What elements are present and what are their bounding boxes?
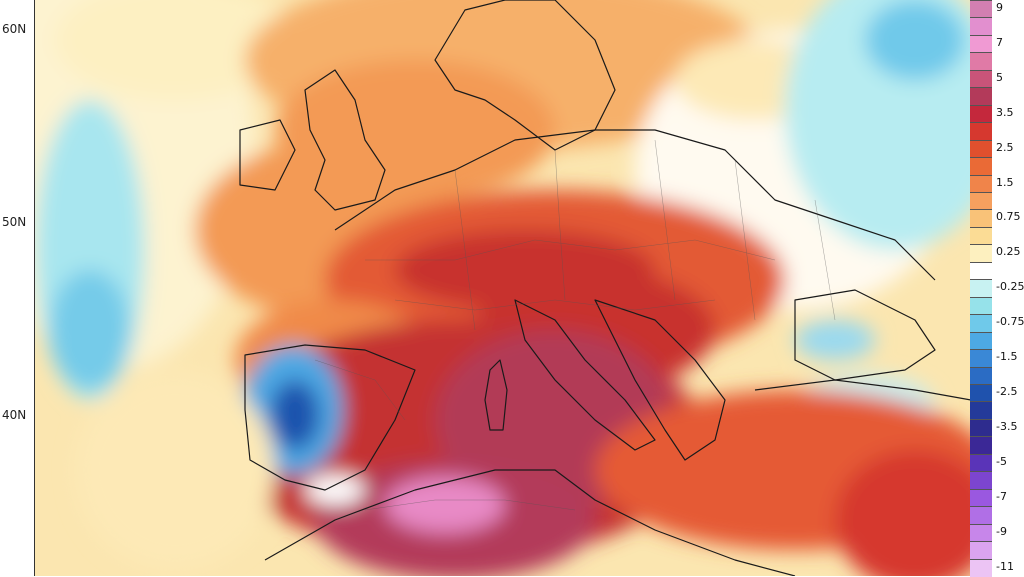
coastlines — [239, 0, 971, 576]
legend-swatch — [970, 261, 992, 281]
legend-swatch — [970, 34, 992, 54]
legend-swatch — [970, 314, 992, 333]
legend-label: -1.5 — [996, 350, 1018, 364]
legend-swatch — [970, 471, 992, 490]
legend-label: 5 — [996, 70, 1003, 84]
lat-label-40n: 40N — [2, 408, 27, 422]
legend-swatch — [970, 17, 992, 36]
legend-swatch — [970, 139, 992, 159]
legend-label: -0.75 — [996, 315, 1024, 329]
legend-swatch — [970, 331, 992, 351]
legend-swatch — [970, 349, 992, 368]
lat-label-50n: 50N — [2, 215, 27, 229]
legend-label: 2.5 — [996, 140, 1014, 154]
legend-swatch — [970, 69, 992, 89]
lat-label-60n: 60N — [2, 22, 27, 36]
legend-label: -11 — [996, 559, 1014, 573]
anomaly-field — [35, 0, 971, 576]
legend-label: 9 — [996, 1, 1003, 14]
admin-borders — [314, 139, 836, 511]
legend-label: 3.5 — [996, 105, 1014, 119]
legend-swatch — [970, 52, 992, 71]
legend-swatch — [970, 488, 992, 508]
legend-swatch — [970, 104, 992, 124]
legend-swatch — [970, 122, 992, 141]
legend-label: -9 — [996, 524, 1007, 538]
legend-swatch — [970, 558, 992, 577]
legend-swatch — [970, 157, 992, 176]
legend-swatch — [970, 436, 992, 455]
map-panel — [34, 0, 971, 576]
legend-swatch — [970, 453, 992, 473]
legend-label: -3.5 — [996, 419, 1018, 433]
legend-label: 0.25 — [996, 245, 1021, 259]
legend-swatch — [970, 401, 992, 420]
legend-swatch — [970, 541, 992, 560]
legend-swatch — [970, 244, 992, 263]
legend-swatch — [970, 209, 992, 228]
legend-swatch — [970, 87, 992, 106]
legend-swatch — [970, 226, 992, 246]
legend-label: -7 — [996, 489, 1007, 503]
legend-label: 0.75 — [996, 210, 1021, 224]
legend-swatch — [970, 174, 992, 193]
legend-label: -0.25 — [996, 280, 1024, 294]
color-legend: 9 7 5 3.5 2.5 1.5 0.75 0.25 -0.25 -0.75 -1.5 -2.5 -3… — [970, 0, 1024, 577]
legend-swatch — [970, 418, 992, 438]
legend-swatch — [970, 0, 992, 19]
legend-label: 7 — [996, 35, 1003, 49]
legend-swatch — [970, 366, 992, 385]
legend-swatch — [970, 523, 992, 543]
legend-label: -5 — [996, 454, 1007, 468]
legend-swatch — [970, 506, 992, 525]
legend-label: 1.5 — [996, 175, 1014, 189]
legend-swatch — [970, 384, 992, 403]
legend-swatch — [970, 279, 992, 298]
legend-swatch — [970, 192, 992, 211]
legend-label: -2.5 — [996, 385, 1018, 398]
legend-swatch — [970, 296, 992, 316]
